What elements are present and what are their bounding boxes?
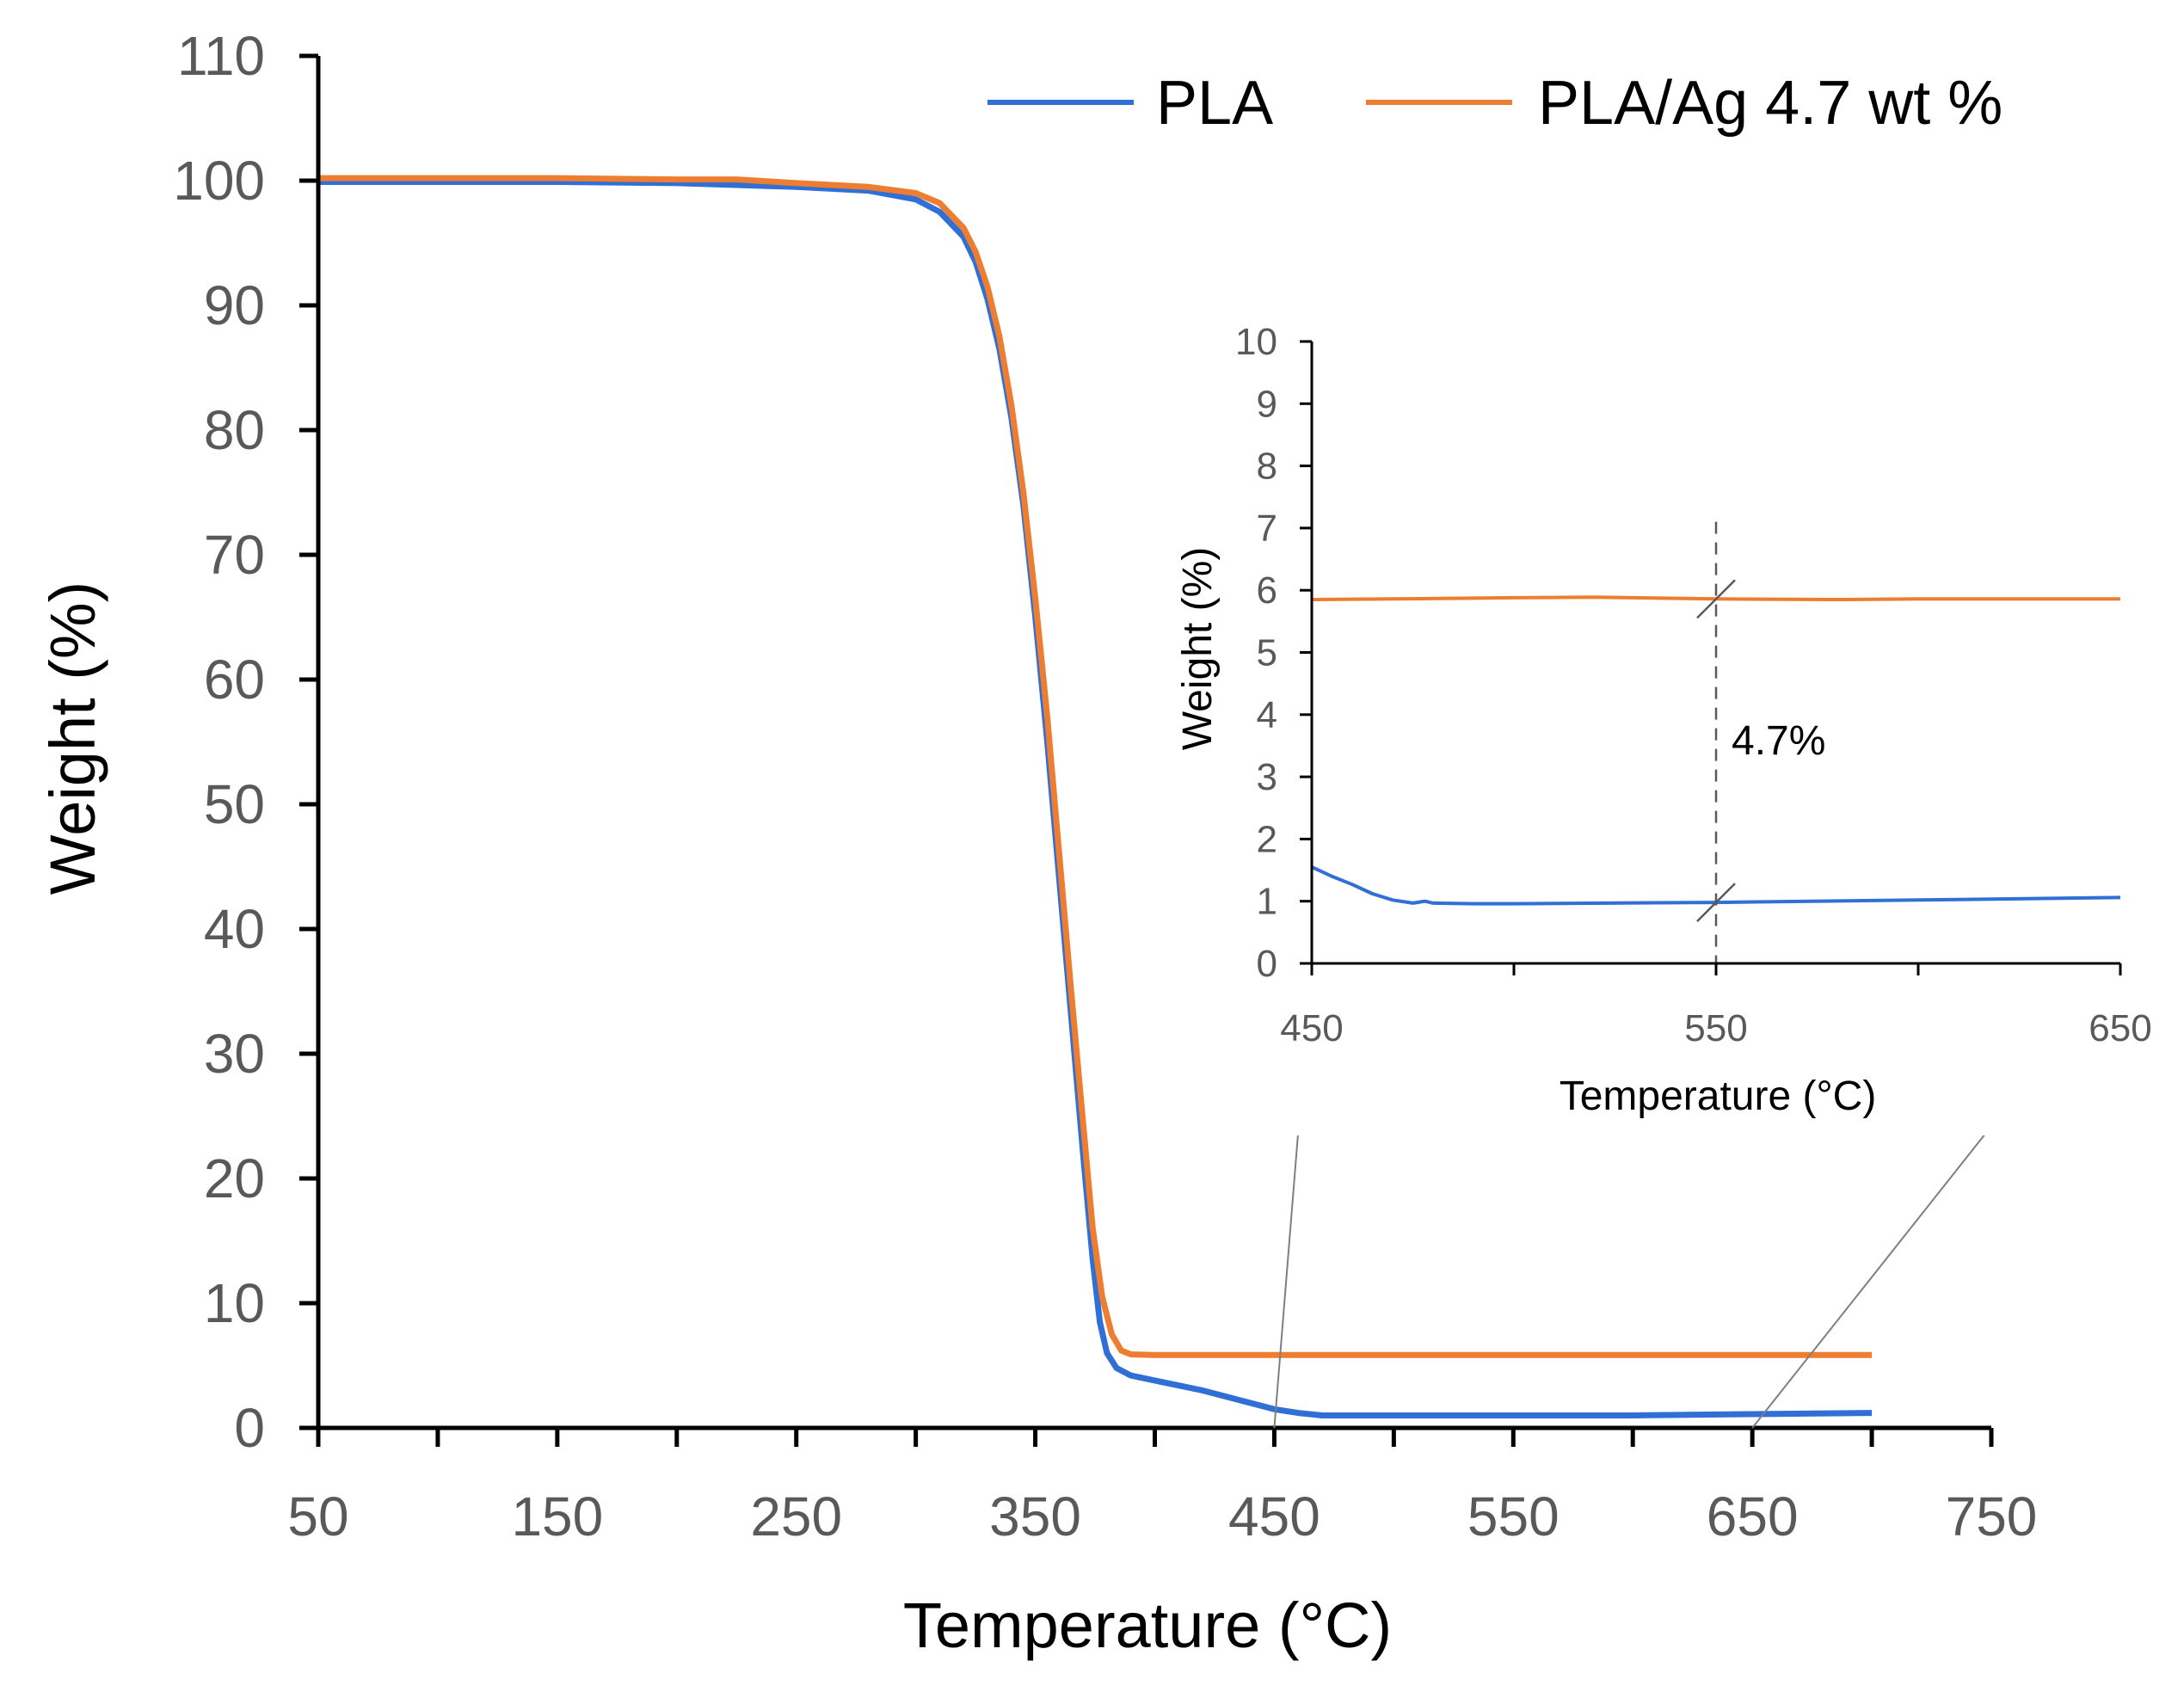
inset-x-tick-label: 550 <box>1684 1007 1747 1049</box>
main-x-tick-label: 650 <box>1707 1486 1799 1547</box>
legend: PLA PLA/Ag 4.7 wt % <box>987 69 2003 138</box>
inset-y-tick-label: 0 <box>1257 943 1277 985</box>
main-y-tick-label: 20 <box>204 1147 265 1209</box>
inset-tick-labels: 0 1 2 3 4 5 6 7 8 9 10 450 550 650 <box>1235 321 2152 1049</box>
main-y-tick-label: 40 <box>204 898 265 960</box>
inset-background <box>1144 318 2172 1135</box>
inset-y-tick-label: 6 <box>1257 569 1277 612</box>
inset-y-tick-label: 9 <box>1257 383 1277 425</box>
inset-y-tick-label: 10 <box>1235 321 1277 363</box>
inset-y-tick-label: 1 <box>1257 881 1277 923</box>
inset-y-tick-label: 2 <box>1257 818 1277 860</box>
main-x-axis-title: Temperature (°C) <box>903 1590 1392 1661</box>
inset-y-tick-label: 7 <box>1257 508 1277 550</box>
main-y-tick-label: 80 <box>204 399 265 461</box>
main-y-tick-label: 10 <box>204 1272 265 1334</box>
main-x-tick-label: 450 <box>1228 1486 1320 1547</box>
inset-y-tick-label: 4 <box>1257 694 1277 736</box>
inset-x-tick-label: 650 <box>2089 1007 2151 1049</box>
inset-x-tick-label: 450 <box>1280 1007 1343 1049</box>
inset-y-tick-label: 3 <box>1257 756 1277 798</box>
main-x-tick-label: 50 <box>287 1486 348 1547</box>
inset-axes <box>1300 340 2122 975</box>
main-y-tick-label: 0 <box>234 1397 265 1459</box>
main-series-group <box>318 175 1873 1418</box>
main-series-line-pla-ag <box>318 175 1873 1358</box>
inset-plot: 0 1 2 3 4 5 6 7 8 9 10 450 550 650 4.7% Temperature (… <box>1144 318 2172 1135</box>
main-x-tick-label: 350 <box>989 1486 1081 1547</box>
inset-y-tick-label: 8 <box>1257 446 1277 488</box>
main-y-tick-label: 60 <box>204 649 265 711</box>
main-x-tick-label: 250 <box>750 1486 842 1547</box>
main-y-tick-label: 100 <box>173 150 265 212</box>
main-y-tick-label: 30 <box>204 1023 265 1085</box>
inset-y-tick-label: 5 <box>1257 632 1277 674</box>
main-x-tick-label: 550 <box>1467 1486 1560 1547</box>
main-y-tick-label: 70 <box>204 524 265 586</box>
inset-annotation-label: 4.7% <box>1732 718 1825 764</box>
legend-label-pla: PLA <box>1156 69 1273 138</box>
main-y-tick-label: 110 <box>177 25 265 87</box>
annotation-marker-bottom <box>1696 883 1736 923</box>
main-x-tick-label: 150 <box>511 1486 603 1547</box>
inset-series-line-pla-ag <box>1311 595 2120 601</box>
main-y-axis-title: Weight (%) <box>37 581 108 895</box>
main-y-tick-label: 50 <box>204 773 265 835</box>
main-axes <box>299 53 1994 1447</box>
annotation-marker-top <box>1696 579 1736 619</box>
inset-annotation <box>1696 521 1736 963</box>
main-x-tick-label: 750 <box>1946 1486 2038 1547</box>
inset-y-axis-title: Weight (%) <box>1175 547 1221 751</box>
legend-label-pla-ag: PLA/Ag 4.7 wt % <box>1538 69 2003 138</box>
inset-x-axis-title: Temperature (°C) <box>1560 1074 1877 1119</box>
main-y-tick-label: 90 <box>204 274 265 336</box>
